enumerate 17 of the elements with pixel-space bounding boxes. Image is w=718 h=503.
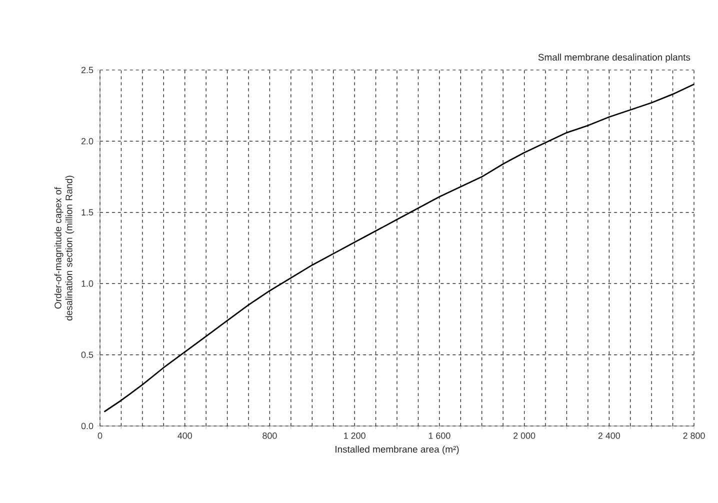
x-axis-title: Installed membrane area (m²) — [336, 446, 459, 455]
x-tick-label: 2 400 — [598, 432, 620, 439]
y-tick-label: 2.5 — [81, 66, 94, 74]
chart-title: Small membrane desalination plants — [538, 54, 690, 62]
x-tick-label: 0 — [98, 432, 102, 439]
x-tick-label: 2 800 — [683, 432, 705, 439]
y-tick-label: 0.0 — [81, 422, 94, 430]
y-tick-label: 1.0 — [82, 280, 94, 287]
y-tick-label: 1.5 — [82, 209, 94, 216]
x-tick-label: 1 200 — [344, 432, 366, 439]
y-axis-title: Order-of-magnitude capex of desalination section (million Rand) — [54, 176, 74, 320]
x-tick-label: 2 000 — [514, 432, 536, 439]
x-tick-label: 800 — [262, 432, 277, 439]
y-tick-label: 2.0 — [81, 138, 94, 144]
y-tick-label: 0.5 — [81, 352, 94, 358]
x-tick-label: 400 — [178, 432, 192, 439]
x-tick-label: 1 600 — [428, 432, 450, 439]
